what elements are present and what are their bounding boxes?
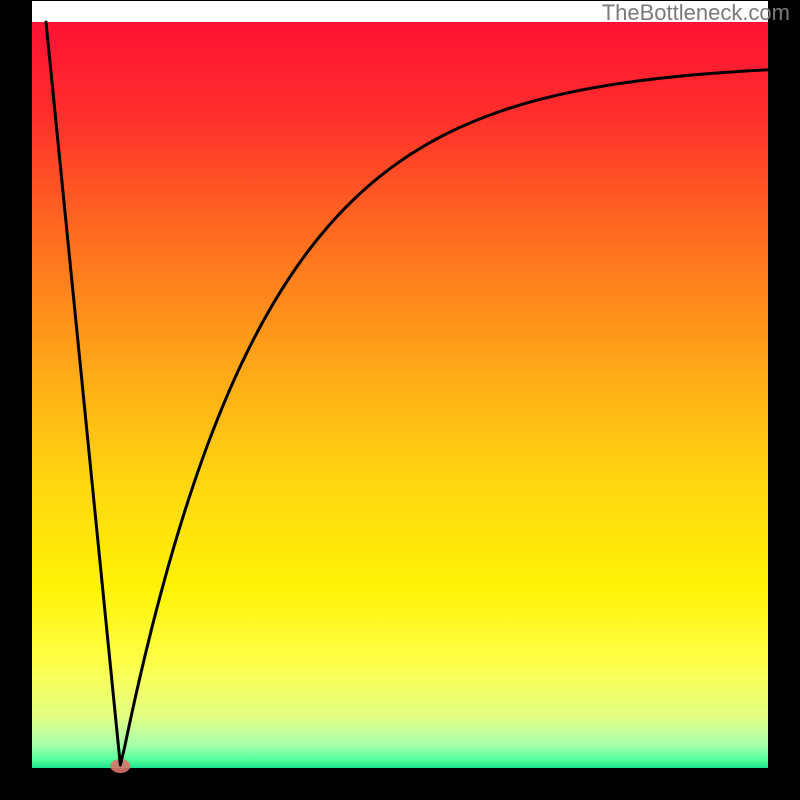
attribution-text: TheBottleneck.com [602, 0, 790, 25]
chart-container: TheBottleneck.com [0, 0, 800, 800]
border-right [768, 0, 800, 800]
border-left [0, 0, 32, 800]
bottleneck-chart: TheBottleneck.com [0, 0, 800, 800]
plot-background [32, 22, 768, 768]
